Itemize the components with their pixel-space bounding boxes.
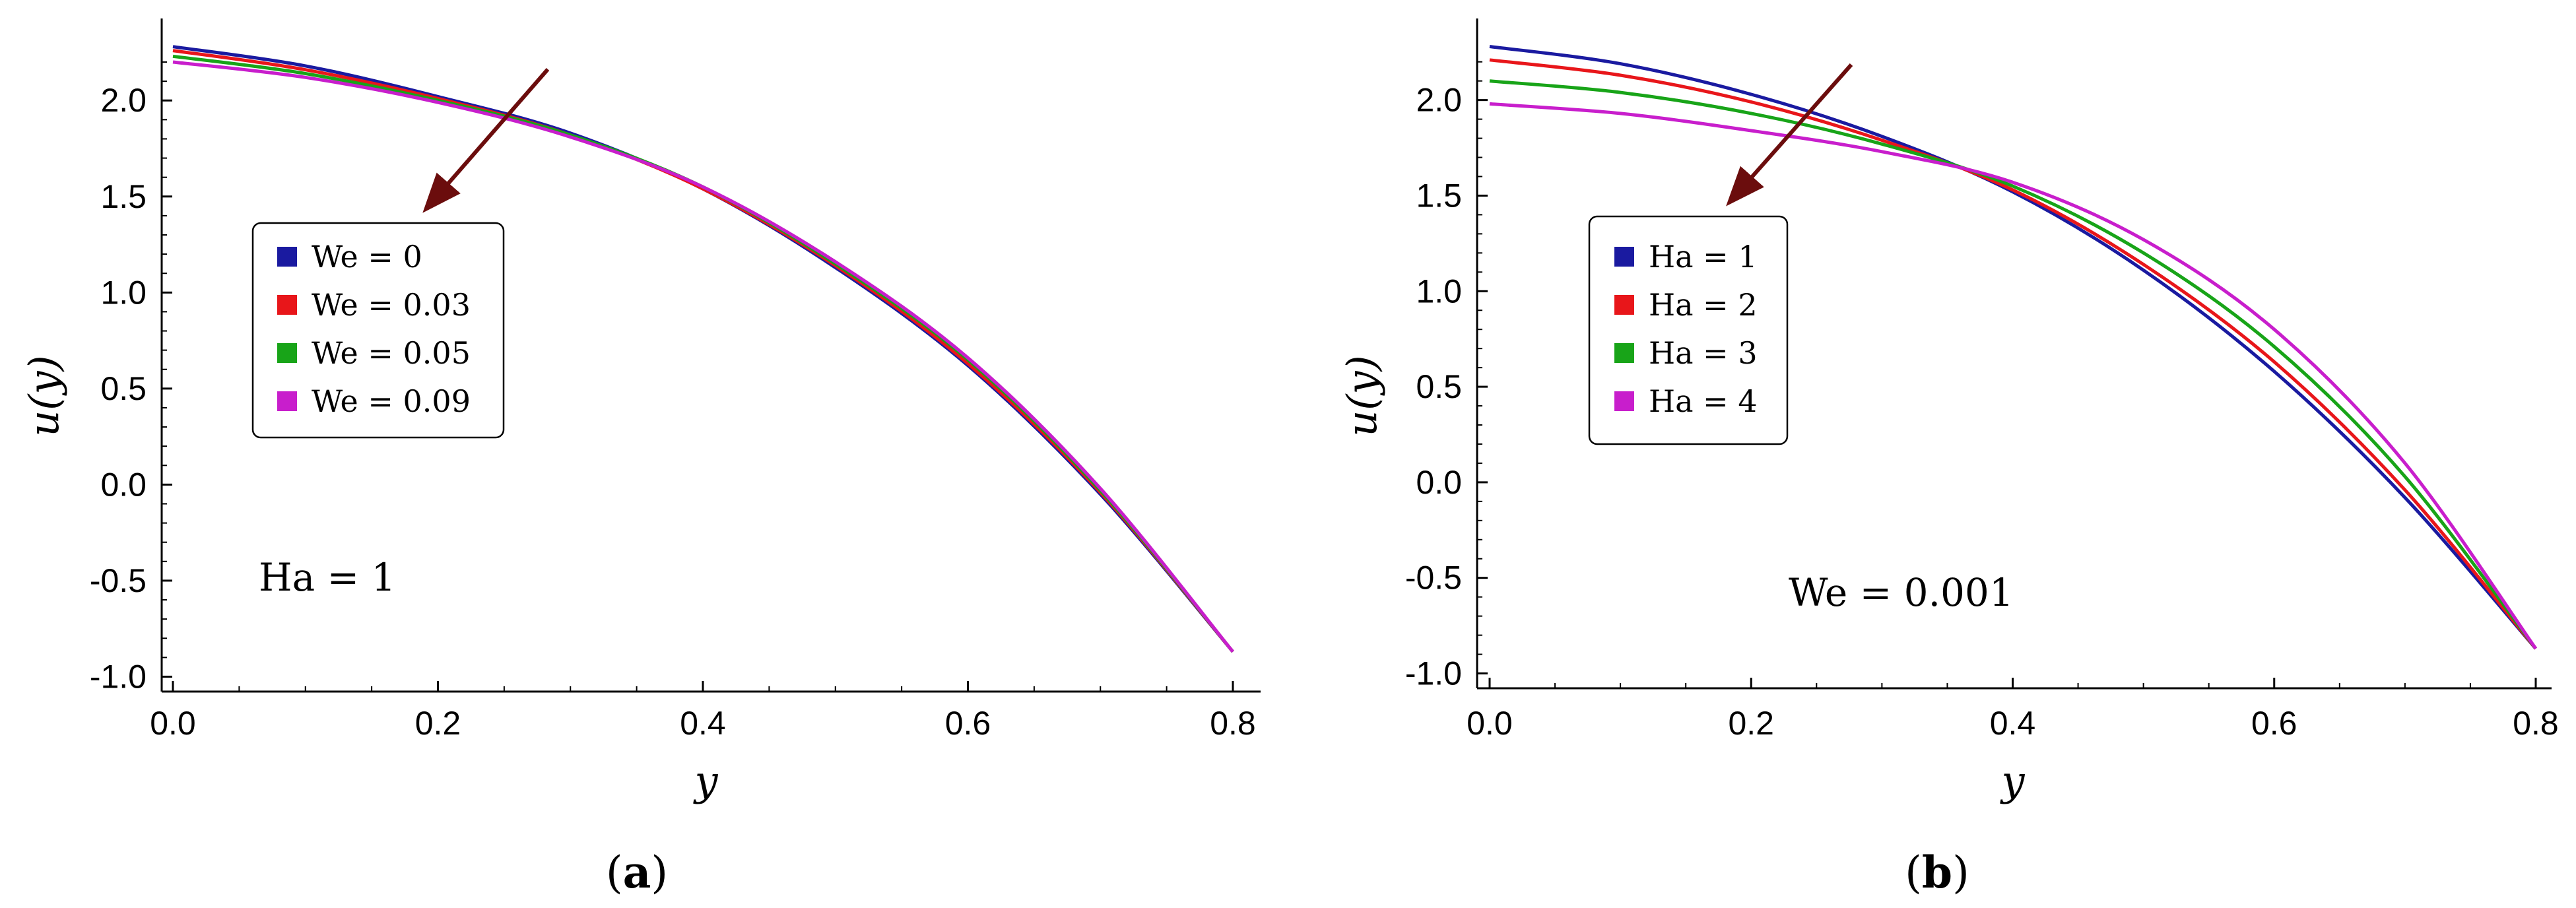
caption-close-paren: ) <box>651 847 668 898</box>
legend-label: We = 0.03 <box>312 287 471 323</box>
legend-swatch <box>1614 295 1634 315</box>
x-tick-label: 0.2 <box>1728 705 1774 742</box>
y-tick-label: -1.0 <box>1405 655 1462 692</box>
x-tick-label: 0.8 <box>1210 705 1256 742</box>
y-tick-label: 0.0 <box>1416 464 1462 501</box>
caption-close-paren: ) <box>1952 847 1969 898</box>
caption-open-paren: ( <box>1905 847 1922 898</box>
caption: (b) <box>1905 847 1969 898</box>
legend-swatch <box>277 343 297 363</box>
series-line-3 <box>1489 79 2537 650</box>
series-line-4 <box>172 60 1234 653</box>
legend-swatch <box>277 391 297 411</box>
y-tick-label: 1.0 <box>100 274 147 311</box>
x-tick-label: 0.2 <box>415 705 461 742</box>
caption: (a) <box>606 847 668 898</box>
parameter-annotation: We = 0.001 <box>1789 570 2014 615</box>
chart-panel-a: 0.0 0.2 0.4 0.6 0.8 -1.0-0.50.00.51.01.52.0 … <box>20 18 1261 898</box>
legend-label: Ha = 1 <box>1649 239 1758 275</box>
y-tick-label: 0.5 <box>1416 368 1462 405</box>
x-tick-label: 0.8 <box>2513 705 2559 742</box>
y-tick-label: -0.5 <box>90 562 147 599</box>
legend-label: Ha = 2 <box>1649 287 1758 323</box>
chart-panel-b: 0.0 0.2 0.4 0.6 0.8 -1.0-0.50.00.51.01.52.0 … <box>1338 18 2559 898</box>
parameter-annotation: Ha = 1 <box>259 555 396 600</box>
legend-label: We = 0.09 <box>312 383 471 419</box>
legend-swatch <box>1614 343 1634 363</box>
x-tick-label: 0.0 <box>150 705 196 742</box>
y-axis-label: u(y) <box>20 355 68 436</box>
y-tick-label: -1.0 <box>90 658 147 695</box>
y-tick-label: 1.0 <box>1416 273 1462 309</box>
caption-letter: a <box>623 847 651 898</box>
y-tick-label: -0.5 <box>1405 560 1462 597</box>
series-line-2 <box>1489 58 2537 650</box>
y-tick-label: 0.5 <box>100 370 147 407</box>
caption-letter: b <box>1922 847 1952 898</box>
x-ticks: 0.0 0.2 0.4 0.6 0.8 <box>1467 678 2559 742</box>
legend-label: Ha = 4 <box>1649 383 1758 419</box>
x-ticks: 0.0 0.2 0.4 0.6 0.8 <box>150 681 1256 742</box>
y-ticks: -1.0 -0.5 0.0 0.5 1.0 1.5 2.0 <box>1405 61 1488 692</box>
legend-label: Ha = 3 <box>1649 335 1758 371</box>
y-tick-label: 0.0 <box>100 466 147 503</box>
trend-arrow <box>1726 63 1853 207</box>
series-line-1 <box>1489 45 2537 650</box>
x-tick-label: 0.4 <box>1990 705 2036 742</box>
x-tick-label: 0.0 <box>1467 705 1513 742</box>
x-tick-label: 0.6 <box>945 705 991 742</box>
legend: Ha = 1 Ha = 2 Ha = 3 Ha = 4 <box>1588 215 1789 445</box>
y-tick-label: 1.5 <box>100 178 147 215</box>
x-tick-label: 0.6 <box>2251 705 2297 742</box>
y-tick-label: 1.5 <box>1416 177 1462 214</box>
series-layer <box>1489 45 2538 650</box>
legend-box <box>251 222 505 439</box>
series-layer <box>172 45 1234 653</box>
x-axis-label: y <box>692 757 718 805</box>
legend-swatch <box>1614 391 1634 411</box>
legend-box <box>1588 215 1789 445</box>
legend-swatch <box>277 295 297 315</box>
y-tick-label: 2.0 <box>1416 82 1462 119</box>
x-tick-label: 0.4 <box>680 705 726 742</box>
legend: We = 0 We = 0.03 We = 0.05 We = 0.09 <box>251 222 505 439</box>
legend-entries: We = 0 We = 0.03 We = 0.05 We = 0.09 <box>277 239 471 419</box>
legend-label: We = 0.05 <box>312 335 471 371</box>
y-axis-label: u(y) <box>1338 355 1386 436</box>
y-tick-label: 2.0 <box>100 82 147 119</box>
legend-label: We = 0 <box>312 239 422 275</box>
legend-swatch <box>277 247 297 267</box>
trend-arrow <box>422 68 550 213</box>
y-ticks: -1.0 -0.5 0.0 0.5 1.0 1.5 2.0 <box>90 61 172 695</box>
caption-open-paren: ( <box>606 847 623 898</box>
legend-swatch <box>1614 247 1634 267</box>
x-axis-label: y <box>1999 757 2025 805</box>
legend-entries: Ha = 1 Ha = 2 Ha = 3 Ha = 4 <box>1614 239 1758 419</box>
series-line-4 <box>1489 102 2538 650</box>
